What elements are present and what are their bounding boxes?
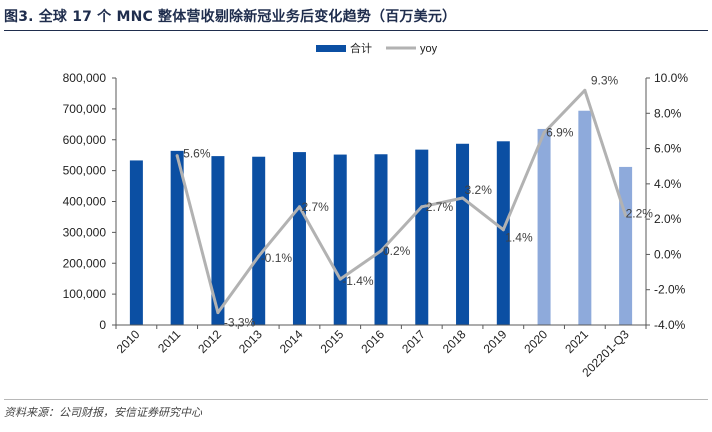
left-tick-label: 0 (99, 318, 106, 332)
yoy-label-2018: 3.2% (465, 183, 493, 197)
x-tick-label: 2016 (358, 327, 387, 356)
right-tick-label: 10.0% (654, 71, 688, 85)
yoy-line (175, 88, 628, 315)
yoy-point-2015 (338, 277, 342, 281)
right-tick-label: 8.0% (654, 106, 682, 120)
x-tick-label: 2010 (114, 327, 143, 356)
x-tick-label: 2012 (195, 327, 224, 356)
right-tick-label: 2.0% (654, 212, 682, 226)
yoy-label-2019: 1.4% (505, 231, 533, 245)
legend-label-total: 合计 (350, 41, 372, 55)
yoy-line-series (175, 88, 628, 315)
yoy-label-2014: 2.7% (301, 200, 329, 214)
yoy-label-2016: 0.2% (383, 244, 411, 258)
axes: 0 100,000 200,000 300,000 400,000 500,000 600,… (63, 71, 689, 380)
bar-2016 (374, 154, 388, 325)
bar-2012 (211, 156, 225, 325)
bar-2017 (415, 149, 429, 325)
x-tick-label: 2014 (277, 327, 306, 356)
x-tick-label: 2018 (440, 327, 469, 356)
left-tick-label: 600,000 (63, 133, 107, 147)
bar-202201-Q3 (619, 166, 633, 325)
right-tick-label: 0.0% (654, 247, 682, 261)
x-tick-label: 2021 (562, 327, 591, 356)
bar-2015 (333, 154, 347, 325)
page-title: 图3. 全球 17 个 MNC 整体营收剔除新冠业务后变化趋势（百万美元） (4, 9, 457, 25)
bar-2013 (252, 156, 266, 325)
yoy-point-2020 (542, 131, 546, 135)
yoy-point-2012 (216, 311, 220, 315)
yoy-label-2020: 6.9% (546, 126, 574, 140)
right-tick-label: 4.0% (654, 177, 682, 191)
yoy-point-2011 (175, 154, 179, 158)
yoy-label-2012: -3.3% (224, 316, 256, 330)
right-tick-label: 6.0% (654, 142, 682, 156)
left-tick-label: 700,000 (63, 102, 107, 116)
bar-2019 (496, 141, 510, 325)
bar-2020 (537, 128, 551, 325)
bar-2021 (578, 110, 592, 325)
left-tick-label: 800,000 (63, 71, 107, 85)
left-tick-label: 300,000 (63, 225, 107, 239)
x-tick-label: 2013 (236, 327, 265, 356)
yoy-label-2017: 2.7% (426, 200, 454, 214)
source-note: 资料来源：公司财报，安信证券研究中心 (4, 406, 202, 419)
bar-2014 (292, 152, 306, 325)
x-tick-label: 2019 (481, 327, 510, 356)
yoy-label-2011: 5.6% (183, 147, 211, 161)
bar-2010 (129, 160, 143, 325)
yoy-point-2021 (583, 88, 587, 92)
left-tick-label: 400,000 (63, 195, 107, 209)
left-tick-label: 100,000 (63, 287, 107, 301)
data-labels: 5.6% -3.3% -0.1% 2.7% -1.4% 0.2% 2.7% 3.2% 1.4% 6… (183, 73, 653, 329)
x-tick-label: 2017 (399, 327, 428, 356)
legend-swatch-bar (316, 45, 346, 52)
legend-label-yoy: yoy (420, 43, 438, 55)
yoy-point-2013 (257, 254, 261, 258)
yoy-point-202201-Q3 (624, 214, 628, 218)
bar-2011 (170, 150, 184, 325)
yoy-label-2015: -1.4% (342, 274, 374, 288)
footer-divider (4, 399, 708, 400)
left-tick-label: 200,000 (63, 256, 107, 270)
bar-2018 (456, 143, 470, 325)
bar-series (129, 110, 633, 325)
title-divider (4, 30, 708, 31)
yoy-point-2016 (379, 249, 383, 253)
yoy-label-202201-Q3: 2.2% (626, 207, 654, 221)
yoy-point-2017 (420, 205, 424, 209)
x-tick-label: 2011 (155, 327, 183, 355)
legend: 合计 yoy (316, 41, 438, 55)
yoy-label-2013: -0.1% (261, 251, 293, 265)
yoy-point-2018 (461, 196, 465, 200)
right-tick-label: -2.0% (654, 283, 686, 297)
yoy-point-2019 (501, 228, 505, 232)
x-tick-label: 2020 (521, 327, 550, 356)
yoy-label-2021: 9.3% (591, 73, 619, 87)
right-tick-label: -4.0% (654, 318, 686, 332)
yoy-point-2014 (297, 205, 301, 209)
left-tick-label: 500,000 (63, 164, 107, 178)
x-tick-label: 2015 (318, 327, 347, 356)
